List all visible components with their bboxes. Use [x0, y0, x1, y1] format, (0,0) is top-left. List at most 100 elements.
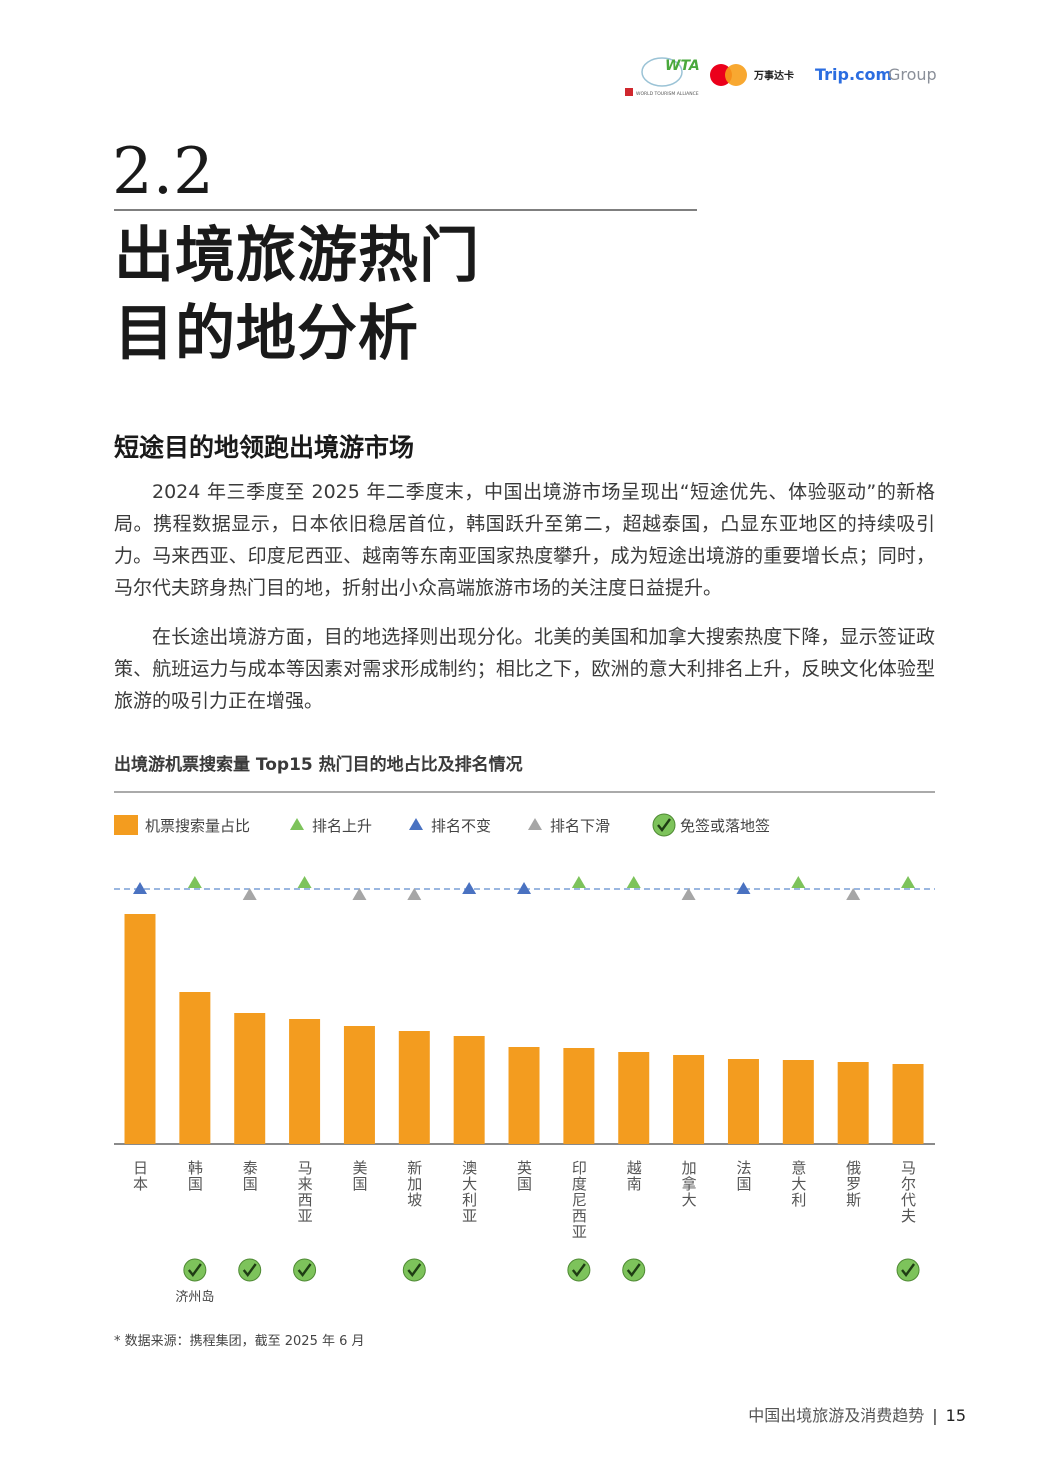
- legend-label: 机票搜索量占比: [145, 817, 250, 835]
- chart-title: 出境游机票搜索量 Top15 热门目的地占比及排名情况: [114, 755, 523, 775]
- rank-marker: [407, 888, 422, 900]
- subtitle: 短途目的地领跑出境游市场: [114, 433, 415, 462]
- paragraph: 2024 年三季度至 2025 年二季度末，中国出境游市场呈现出“短途优先、体验…: [114, 481, 935, 599]
- bar: [289, 1019, 321, 1144]
- visa-check: [626, 1263, 641, 1277]
- rank-marker: [528, 818, 542, 830]
- legend-swatch: [114, 815, 138, 835]
- visa-marker: [896, 1258, 920, 1282]
- bar: [727, 1059, 759, 1144]
- x-tick-label: 马来西亚: [296, 1160, 314, 1224]
- logos: WTA WORLD TOURISM ALLIANCE 万事达卡 Trip.com…: [625, 57, 937, 97]
- bar: [508, 1047, 540, 1144]
- visa-check: [187, 1263, 202, 1277]
- visa-marker: [652, 813, 676, 837]
- legend-label: 排名不变: [431, 817, 491, 835]
- visa-circle: [652, 813, 676, 837]
- wta-globe: [641, 57, 683, 87]
- visa-marker: [567, 1258, 591, 1282]
- x-tick-label: 泰国: [241, 1160, 259, 1192]
- section-title: 目的地分析: [114, 299, 419, 369]
- x-tick-label: 俄罗斯: [844, 1160, 862, 1208]
- visa-marker: [293, 1258, 317, 1282]
- rank-marker: [681, 888, 696, 900]
- footer-title: 中国出境旅游及消费趋势: [748, 1406, 925, 1425]
- rank-marker: [846, 888, 861, 900]
- visa-circle: [402, 1258, 426, 1282]
- group-text: Group: [888, 65, 937, 84]
- x-tick-label: 新加坡: [405, 1160, 423, 1208]
- visa-note: 济州岛: [175, 1289, 214, 1305]
- bar: [179, 992, 211, 1144]
- x-tick-label: 法国: [734, 1160, 752, 1192]
- wta-name: WORLD TOURISM ALLIANCE: [636, 91, 699, 97]
- x-tick-label: 意大利: [789, 1159, 807, 1208]
- mc-orange: [725, 64, 747, 86]
- bar: [563, 1048, 595, 1144]
- rank-marker: [187, 876, 202, 888]
- rank-marker: [290, 818, 304, 830]
- visa-circle: [293, 1258, 317, 1282]
- legend-label: 排名上升: [312, 817, 372, 835]
- bar: [782, 1060, 814, 1144]
- visa-circle: [567, 1258, 591, 1282]
- x-tick-label: 澳大利亚: [460, 1160, 478, 1224]
- bar: [398, 1031, 430, 1144]
- bar: [673, 1055, 705, 1144]
- rank-marker: [462, 882, 477, 894]
- rank-marker: [626, 876, 641, 888]
- x-tick-label: 越南: [625, 1160, 643, 1192]
- separator: |: [932, 1406, 938, 1425]
- visa-circle: [622, 1258, 646, 1282]
- wta-mark: [625, 88, 633, 96]
- legend-label: 免签或落地签: [680, 817, 770, 835]
- bar: [453, 1036, 485, 1144]
- rank-marker: [242, 888, 257, 900]
- visa-check: [242, 1263, 257, 1277]
- rank-marker: [901, 876, 916, 888]
- visa-marker: [402, 1258, 426, 1282]
- visa-marker: [183, 1258, 207, 1282]
- visa-circle: [238, 1258, 262, 1282]
- wta-text: WTA: [665, 58, 700, 74]
- rank-marker: [791, 876, 806, 888]
- visa-check: [297, 1263, 312, 1277]
- visa-marker: [622, 1258, 646, 1282]
- section-title: 出境旅游热门: [114, 221, 480, 291]
- rank-marker: [409, 818, 423, 830]
- rank-marker: [517, 882, 532, 894]
- bar: [124, 914, 156, 1144]
- rank-marker: [133, 882, 147, 894]
- visa-check: [657, 818, 671, 832]
- rank-marker: [352, 888, 367, 900]
- visa-check: [901, 1263, 916, 1277]
- x-tick-label: 英国: [515, 1159, 533, 1192]
- section-number: 2.2: [112, 135, 214, 209]
- bar: [837, 1062, 869, 1144]
- x-tick-label: 马尔代夫: [899, 1160, 917, 1224]
- trip-text: Trip.com: [815, 65, 892, 84]
- footnote: * 数据来源：携程集团，截至 2025 年 6 月: [114, 1334, 365, 1349]
- footer: 中国出境旅游及消费趋势 | 15: [748, 1402, 966, 1426]
- x-tick-label: 美国: [350, 1160, 368, 1192]
- bar: [234, 1013, 266, 1144]
- bar: [618, 1052, 650, 1144]
- visa-circle: [183, 1258, 207, 1282]
- rank-marker: [297, 876, 312, 888]
- page-number: 15: [945, 1406, 966, 1425]
- bar: [892, 1064, 924, 1144]
- bar: [343, 1026, 375, 1144]
- x-tick-label: 加拿大: [680, 1160, 698, 1208]
- x-tick-label: 印度尼西亚: [570, 1160, 588, 1240]
- legend-label: 排名下滑: [550, 817, 610, 835]
- paragraph: 在长途出境游方面，目的地选择则出现分化。北美的美国和加拿大搜索热度下降，显示签证…: [114, 626, 935, 712]
- visa-check: [407, 1263, 422, 1277]
- mc-text: 万事达卡: [753, 69, 794, 82]
- visa-marker: [238, 1258, 262, 1282]
- x-tick-label: 日本: [131, 1160, 149, 1192]
- x-tick-label: 韩国: [186, 1160, 204, 1192]
- rank-marker: [571, 876, 586, 888]
- rank-marker: [736, 882, 751, 894]
